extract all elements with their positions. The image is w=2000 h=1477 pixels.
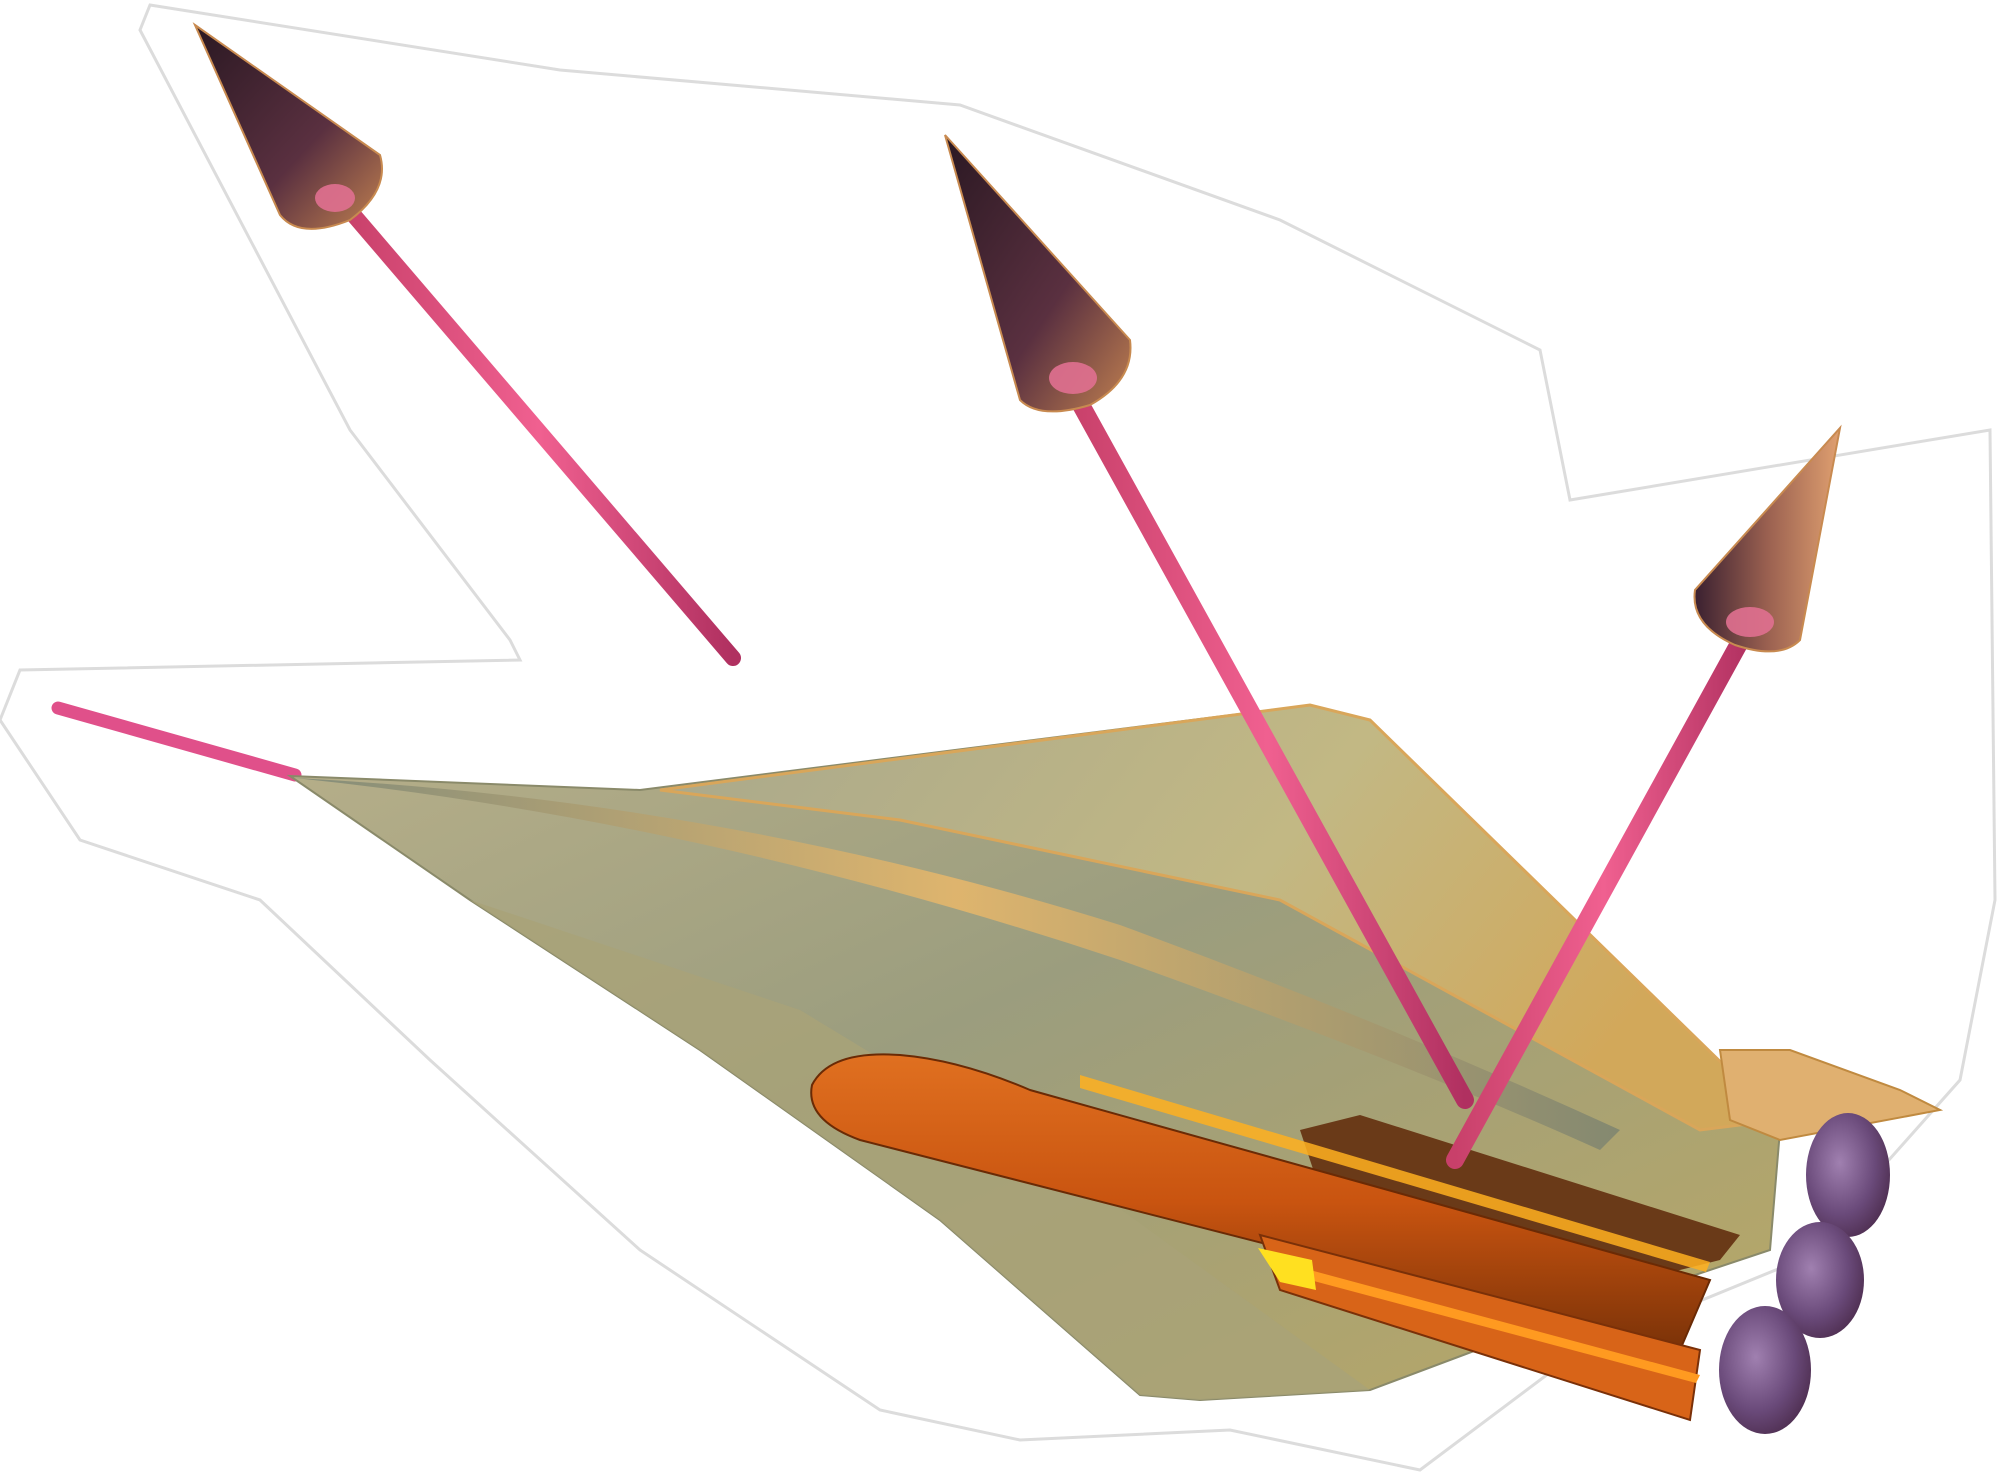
nose-probe — [51, 701, 302, 782]
force-vector-left-cone-base — [315, 184, 355, 212]
nozzle-middle — [1776, 1222, 1864, 1338]
nozzle-lower — [1719, 1306, 1811, 1434]
force-vector-center-cone-base — [1049, 362, 1097, 394]
force-vector-right — [1446, 424, 1842, 1169]
force-vector-center — [944, 134, 1474, 1109]
force-vector-left-shaft — [337, 197, 741, 666]
booster-body — [810, 1053, 1712, 1352]
booster-stripe — [1080, 1075, 1710, 1272]
force-vector-center-cone — [944, 134, 1132, 413]
nozzle-upper — [1806, 1113, 1890, 1237]
engine-nozzles — [1719, 1113, 1890, 1434]
force-vector-left — [192, 22, 741, 666]
force-vector-center-shaft — [1061, 376, 1474, 1109]
booster-glow-strip — [1310, 1270, 1700, 1383]
force-vector-right-shaft — [1446, 611, 1761, 1169]
force-vector-left-cone — [192, 22, 383, 230]
tail-fin — [1718, 1049, 1944, 1142]
force-vector-right-cone-base — [1726, 607, 1774, 637]
force-vector-right-cone — [1693, 424, 1842, 653]
booster-nose-glow — [1258, 1248, 1316, 1290]
